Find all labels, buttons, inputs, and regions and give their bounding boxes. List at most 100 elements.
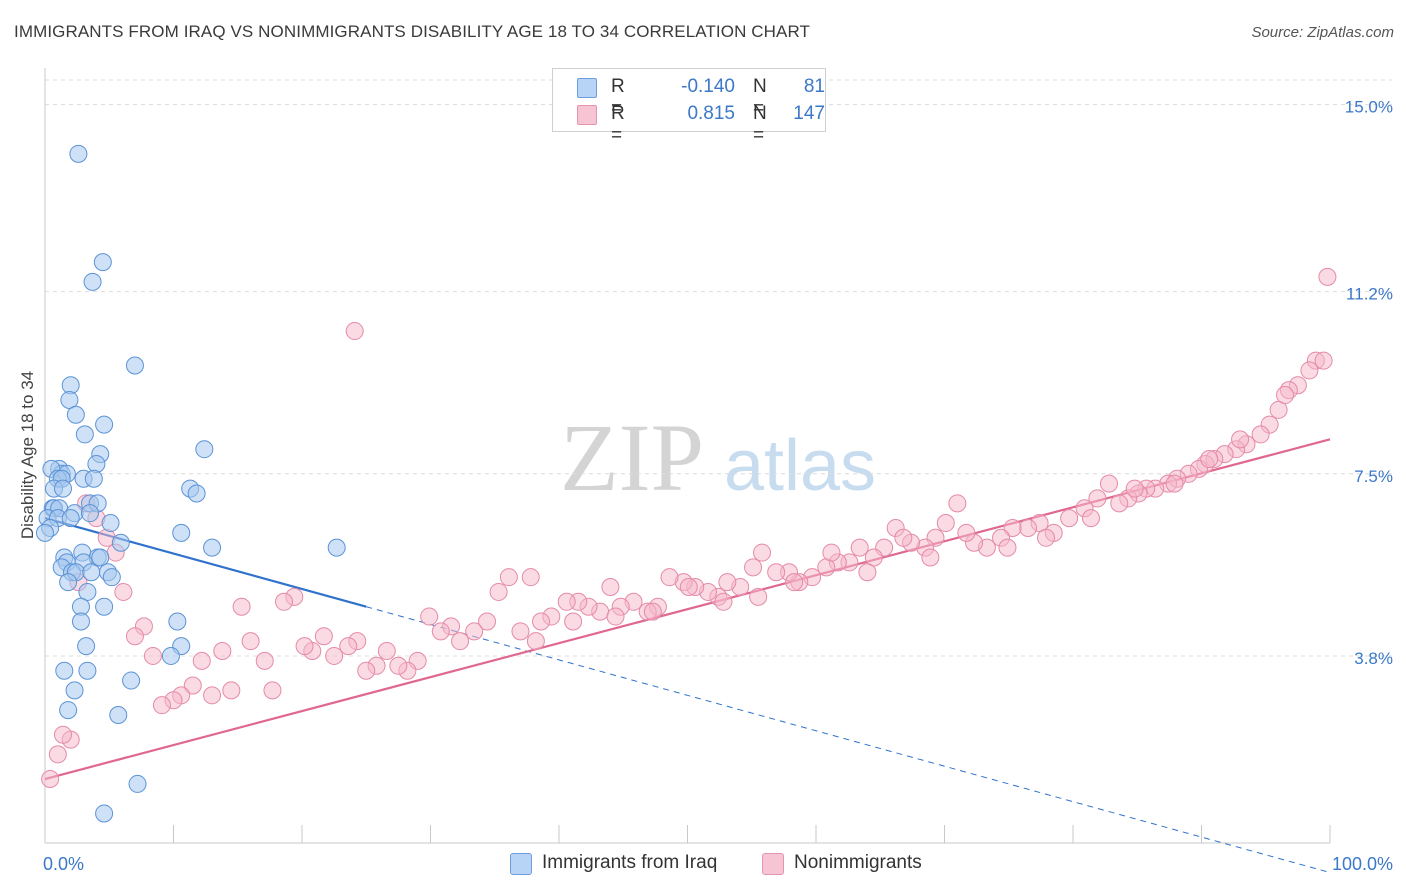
- nonimmigrant-point: [203, 686, 222, 705]
- nonimmigrant-point: [957, 523, 976, 542]
- iraq-point: [95, 415, 114, 434]
- nonimmigrant-point: [143, 646, 162, 665]
- correlation-legend: R = -0.140 N = 81 R = 0.815 N = 147: [552, 68, 826, 146]
- nonimmigrant-point: [894, 528, 913, 547]
- iraq-point: [82, 563, 101, 582]
- iraq-point: [102, 568, 121, 587]
- iraq-point: [69, 144, 88, 163]
- nonimmigrant-point: [213, 642, 232, 661]
- nonimmigrant-point: [255, 651, 274, 670]
- legend-swatch-pink: [577, 105, 597, 125]
- iraq-point: [168, 612, 187, 631]
- nonimmigrant-point: [858, 563, 877, 582]
- watermark: ZIP atlas: [560, 404, 876, 511]
- legend-n-label: N =: [753, 103, 767, 146]
- nonimmigrant-point: [420, 607, 439, 626]
- nonimmigrant-point: [389, 656, 408, 675]
- nonimmigrant-point: [1019, 518, 1038, 537]
- nonimmigrant-point: [489, 582, 508, 601]
- nonimmigrant-point: [785, 573, 804, 592]
- axis-labels: 3.8% 7.5% 11.2% 15.0% 0.0% 100.0% Disability A…: [18, 98, 1393, 874]
- iraq-point: [83, 272, 102, 291]
- nonimmigrant-point: [451, 632, 470, 651]
- iraq-point: [128, 774, 147, 793]
- iraq-point: [187, 484, 206, 503]
- legend-r-value: 0.815: [687, 103, 735, 124]
- nonimmigrant-point: [850, 538, 869, 557]
- nonimmigrant-point: [41, 770, 60, 789]
- nonimmigrant-point: [465, 622, 484, 641]
- y-axis-title: Disability Age 18 to 34: [18, 371, 37, 539]
- y-tick-label: 15.0%: [1345, 98, 1393, 117]
- nonimmigrant-point: [325, 646, 344, 665]
- nonimmigrant-point: [643, 602, 662, 621]
- iraq-point: [55, 661, 74, 680]
- iraq-point: [203, 538, 222, 557]
- nonimmigrant-point: [564, 612, 583, 631]
- iraq-point: [71, 612, 90, 631]
- watermark-zip: ZIP: [560, 404, 704, 511]
- data-points: [36, 144, 1337, 823]
- nonimmigrant-point: [1037, 528, 1056, 547]
- legend-label: Immigrants from Iraq: [542, 852, 718, 873]
- nonimmigrant-point: [295, 637, 314, 656]
- iraq-point: [91, 548, 110, 567]
- nonimmigrant-point: [660, 568, 679, 587]
- nonimmigrant-point: [232, 597, 251, 616]
- legend-n-value: 81: [803, 76, 825, 97]
- chart-title: IMMIGRANTS FROM IRAQ VS NONIMMIGRANTS DI…: [14, 22, 811, 41]
- nonimmigrant-point: [753, 543, 772, 562]
- nonimmigrant-point: [1081, 509, 1100, 528]
- iraq-point: [77, 637, 96, 656]
- nonimmigrant-point: [511, 622, 530, 641]
- nonimmigrant-point: [1318, 267, 1337, 286]
- iraq-point: [87, 454, 106, 473]
- nonimmigrant-point: [1200, 450, 1219, 469]
- nonimmigrant-point: [339, 637, 358, 656]
- nonimmigrant-point: [431, 622, 450, 641]
- nonimmigrant-point: [114, 582, 133, 601]
- nonimmigrant-point: [606, 607, 625, 626]
- nonimmigrant-point: [241, 632, 260, 651]
- nonimmigrant-point: [557, 592, 576, 611]
- nonimmigrant-point: [1003, 518, 1022, 537]
- nonimmigrant-point: [314, 627, 333, 646]
- legend-swatch-pink: [762, 853, 784, 875]
- iraq-point: [125, 356, 144, 375]
- iraq-point: [36, 523, 54, 542]
- iraq-point: [122, 671, 141, 690]
- iraq-trend-line: [44, 517, 367, 608]
- x-tick-label: 100.0%: [1332, 854, 1393, 874]
- nonimmigrant-point: [948, 494, 967, 513]
- nonimmigrant-point: [345, 322, 364, 341]
- legend-label: Nonimmigrants: [794, 852, 922, 873]
- nonimmigrant-point: [749, 587, 768, 606]
- nonimmigrant-point: [822, 543, 841, 562]
- watermark-atlas: atlas: [724, 426, 876, 506]
- nonimmigrant-point: [1099, 474, 1118, 493]
- nonimmigrant-point: [1060, 509, 1079, 528]
- iraq-point: [65, 681, 84, 700]
- nonimmigrant-point: [275, 592, 294, 611]
- iraq-point: [327, 538, 346, 557]
- nonimmigrant-point: [499, 568, 518, 587]
- nonimmigrant-point: [222, 681, 241, 700]
- axes: [44, 68, 1331, 844]
- iraq-point: [61, 509, 80, 528]
- nonimmigrant-point: [714, 592, 733, 611]
- iraq-point: [195, 440, 214, 459]
- iraq-trend-extension: [366, 606, 1331, 874]
- iraq-point: [59, 701, 78, 720]
- iraq-point: [80, 504, 99, 523]
- iraq-point: [95, 804, 114, 823]
- legend-swatch-blue: [510, 853, 532, 875]
- source-credit: Source: ZipAtlas.com: [1251, 24, 1394, 41]
- iraq-point: [101, 514, 120, 533]
- nonimmigrant-point: [192, 651, 211, 670]
- x-tick-label: 0.0%: [43, 854, 84, 874]
- nonimmigrant-point: [1231, 430, 1250, 449]
- y-tick-label: 11.2%: [1346, 285, 1393, 304]
- nonimmigrant-point: [1125, 479, 1144, 498]
- nonimmigrant-point: [601, 578, 620, 597]
